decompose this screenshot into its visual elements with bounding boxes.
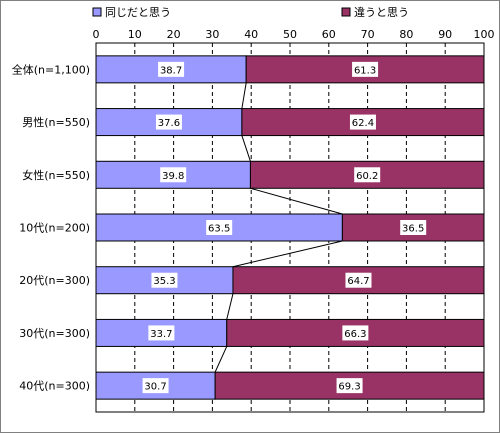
- value-label-series1-7-box: [142, 378, 169, 394]
- series-line: [232, 240, 343, 268]
- x-tick-label: 50: [283, 28, 297, 41]
- category-label-2: 男性(n=550): [22, 115, 90, 129]
- x-tick-label: 60: [322, 28, 336, 41]
- series-line: [214, 346, 228, 373]
- value-label-series1-4: 63.5: [208, 224, 230, 235]
- category-label-7: 40代(n=300): [19, 380, 90, 393]
- value-label-series1-3-box: [160, 167, 187, 183]
- category-label-6: 30代(n=300): [19, 327, 90, 340]
- legend-swatch-1: [92, 7, 102, 17]
- value-label-series1-6-box: [148, 325, 175, 341]
- legend-label-2: 違うと思う: [354, 6, 409, 19]
- value-label-series2-7: 69.3: [338, 382, 360, 393]
- value-label-series2-6: 66.3: [344, 329, 366, 340]
- value-label-series2-7-box: [336, 378, 363, 394]
- series-line: [241, 135, 251, 162]
- value-label-series2-2: 62.4: [352, 118, 374, 129]
- x-tick-label: 20: [167, 28, 181, 41]
- value-label-series1-5: 35.3: [153, 276, 175, 287]
- value-label-series1-7: 30.7: [144, 382, 166, 393]
- series-line: [250, 187, 343, 215]
- value-label-series1-2-box: [155, 114, 182, 130]
- value-label-series1-2: 37.6: [158, 118, 180, 129]
- value-label-series2-4: 36.5: [402, 224, 424, 235]
- category-label-1: 全体(n=1,100): [12, 62, 90, 76]
- value-label-series1-6: 33.7: [150, 329, 172, 340]
- value-label-series2-4-box: [400, 220, 427, 235]
- legend-label-1: 同じだと思う: [105, 6, 171, 19]
- x-tick-label: 80: [399, 28, 413, 41]
- value-label-series2-5: 64.7: [347, 276, 369, 287]
- legend-swatch-2: [341, 7, 351, 17]
- x-tick-label: 90: [438, 28, 452, 41]
- value-label-series2-1: 61.3: [354, 65, 376, 76]
- x-tick-label: 10: [128, 28, 142, 41]
- category-label-5: 20代(n=300): [19, 274, 90, 287]
- value-label-series2-2-box: [349, 114, 376, 130]
- category-label-3: 女性(n=550): [22, 168, 90, 182]
- series-line: [241, 82, 247, 109]
- value-label-series2-6-box: [342, 325, 369, 341]
- series-line: [226, 293, 234, 320]
- value-label-series1-1-box: [158, 61, 185, 77]
- value-label-series1-1: 38.7: [160, 65, 182, 76]
- x-tick-label: 40: [244, 28, 258, 41]
- category-label-4: 10代(n=200): [19, 222, 90, 235]
- value-label-series1-4-box: [206, 220, 233, 235]
- x-tick-label: 70: [361, 28, 375, 41]
- value-label-series2-3-box: [354, 167, 381, 183]
- value-label-series2-5-box: [345, 272, 372, 288]
- value-label-series1-5-box: [151, 272, 178, 288]
- value-label-series1-3: 39.8: [162, 171, 184, 182]
- value-label-series2-1-box: [352, 61, 379, 77]
- x-tick-label: 30: [205, 28, 219, 41]
- x-tick-label: 100: [474, 28, 495, 41]
- value-label-series2-3: 60.2: [356, 171, 378, 182]
- x-tick-label: 0: [93, 28, 100, 41]
